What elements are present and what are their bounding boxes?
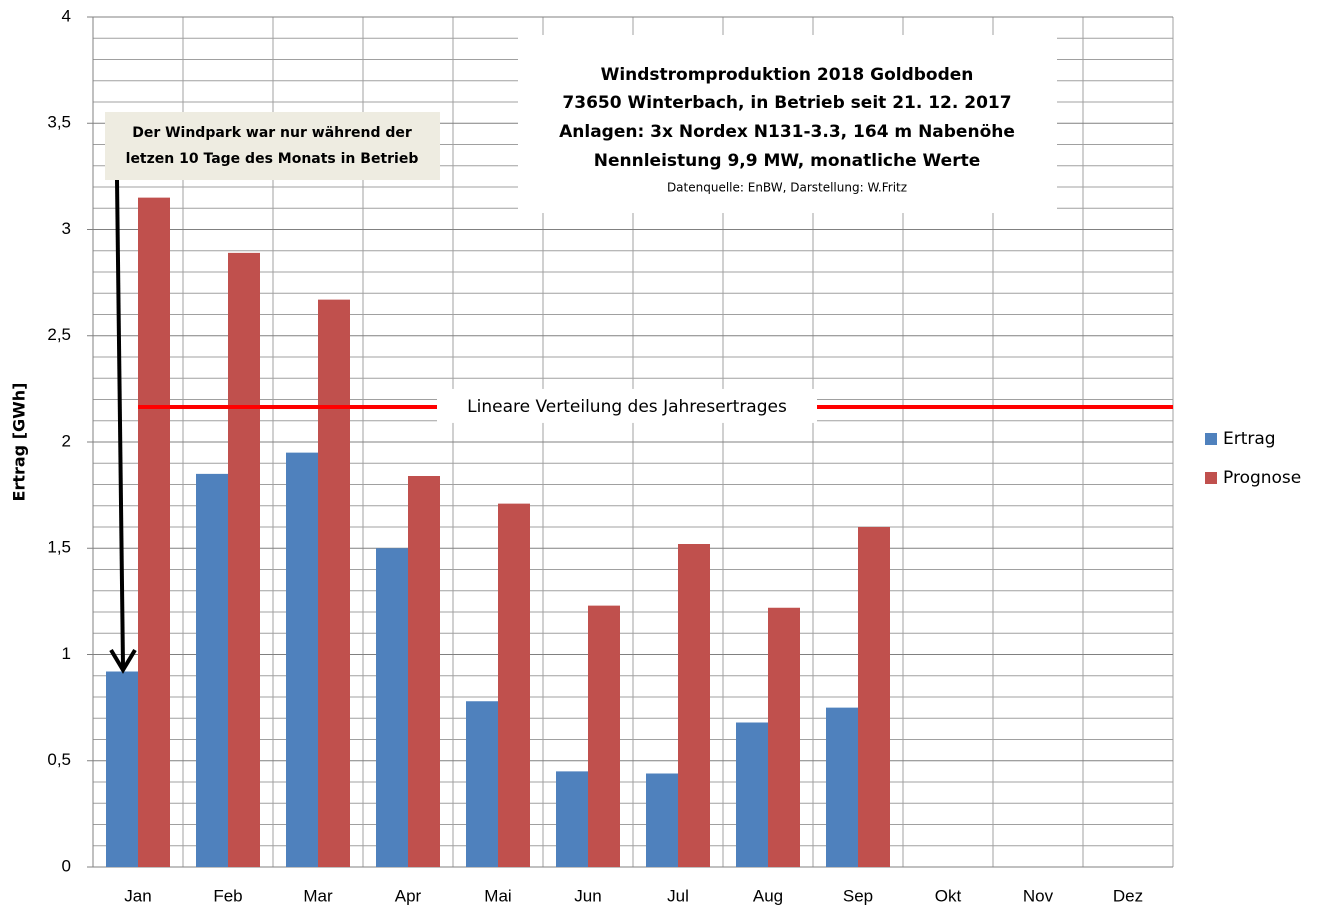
bar xyxy=(228,252,260,867)
legend-label: Ertrag xyxy=(1223,429,1276,449)
bar xyxy=(106,671,138,867)
annotation-arrow xyxy=(115,179,125,667)
bar xyxy=(768,607,800,867)
chart-title: 73650 Winterbach, in Betrieb seit 21. 12… xyxy=(562,93,1011,113)
chart-title: Nennleistung 9,9 MW, monatliche Werte xyxy=(594,151,980,171)
y-axis-label: Ertrag [GWh] xyxy=(10,383,29,502)
reference-label: Lineare Verteilung des Jahresertrages xyxy=(467,397,787,417)
y-tick-label: 0,5 xyxy=(47,750,71,769)
annotation-arrowhead xyxy=(109,648,137,674)
chart-title: Windstromproduktion 2018 Goldboden xyxy=(601,65,974,85)
y-tick-label: 3,5 xyxy=(47,113,71,132)
bar xyxy=(408,476,440,867)
y-tick-label: 4 xyxy=(62,6,71,25)
bar xyxy=(736,722,768,867)
bar xyxy=(588,605,620,867)
x-tick-label: Nov xyxy=(1023,886,1054,905)
bar xyxy=(138,197,170,867)
x-tick-label: Apr xyxy=(395,886,422,905)
x-tick-label: Okt xyxy=(935,886,962,905)
annotation-box xyxy=(105,112,440,180)
x-tick-label: Sep xyxy=(843,886,873,905)
chart-title: Anlagen: 3x Nordex N131-3.3, 164 m Naben… xyxy=(559,122,1015,142)
legend-swatch xyxy=(1205,433,1217,445)
bar xyxy=(678,544,710,867)
bar xyxy=(376,548,408,867)
bar xyxy=(826,707,858,867)
x-tick-label: Mar xyxy=(303,886,333,905)
y-tick-label: 3 xyxy=(62,219,71,238)
bar xyxy=(556,771,588,867)
y-tick-label: 2 xyxy=(62,431,71,450)
legend-label: Prognose xyxy=(1223,468,1301,488)
bar xyxy=(318,299,350,867)
y-tick-label: 2,5 xyxy=(47,325,71,344)
y-tick-label: 0 xyxy=(62,856,71,875)
reference-label-box xyxy=(437,388,817,423)
x-tick-label: Feb xyxy=(213,886,242,905)
annotation: letzen 10 Tage des Monats in Betrieb xyxy=(126,151,419,167)
legend-swatch xyxy=(1205,472,1217,484)
x-tick-label: Dez xyxy=(1113,886,1143,905)
annotation: Der Windpark war nur während der xyxy=(132,125,412,141)
bar xyxy=(286,452,318,867)
bar xyxy=(646,773,678,867)
x-tick-label: Jun xyxy=(574,886,601,905)
y-tick-label: 1 xyxy=(62,644,71,663)
x-tick-label: Aug xyxy=(753,886,783,905)
bar xyxy=(196,473,228,867)
chart-subtitle: Datenquelle: EnBW, Darstellung: W.Fritz xyxy=(667,181,907,195)
bar xyxy=(498,503,530,867)
bar xyxy=(858,527,890,867)
x-tick-label: Jul xyxy=(667,886,689,905)
bar xyxy=(466,701,498,867)
x-tick-label: Mai xyxy=(484,886,511,905)
x-tick-label: Jan xyxy=(124,886,151,905)
title-box xyxy=(518,35,1057,213)
y-tick-label: 1,5 xyxy=(47,538,71,557)
